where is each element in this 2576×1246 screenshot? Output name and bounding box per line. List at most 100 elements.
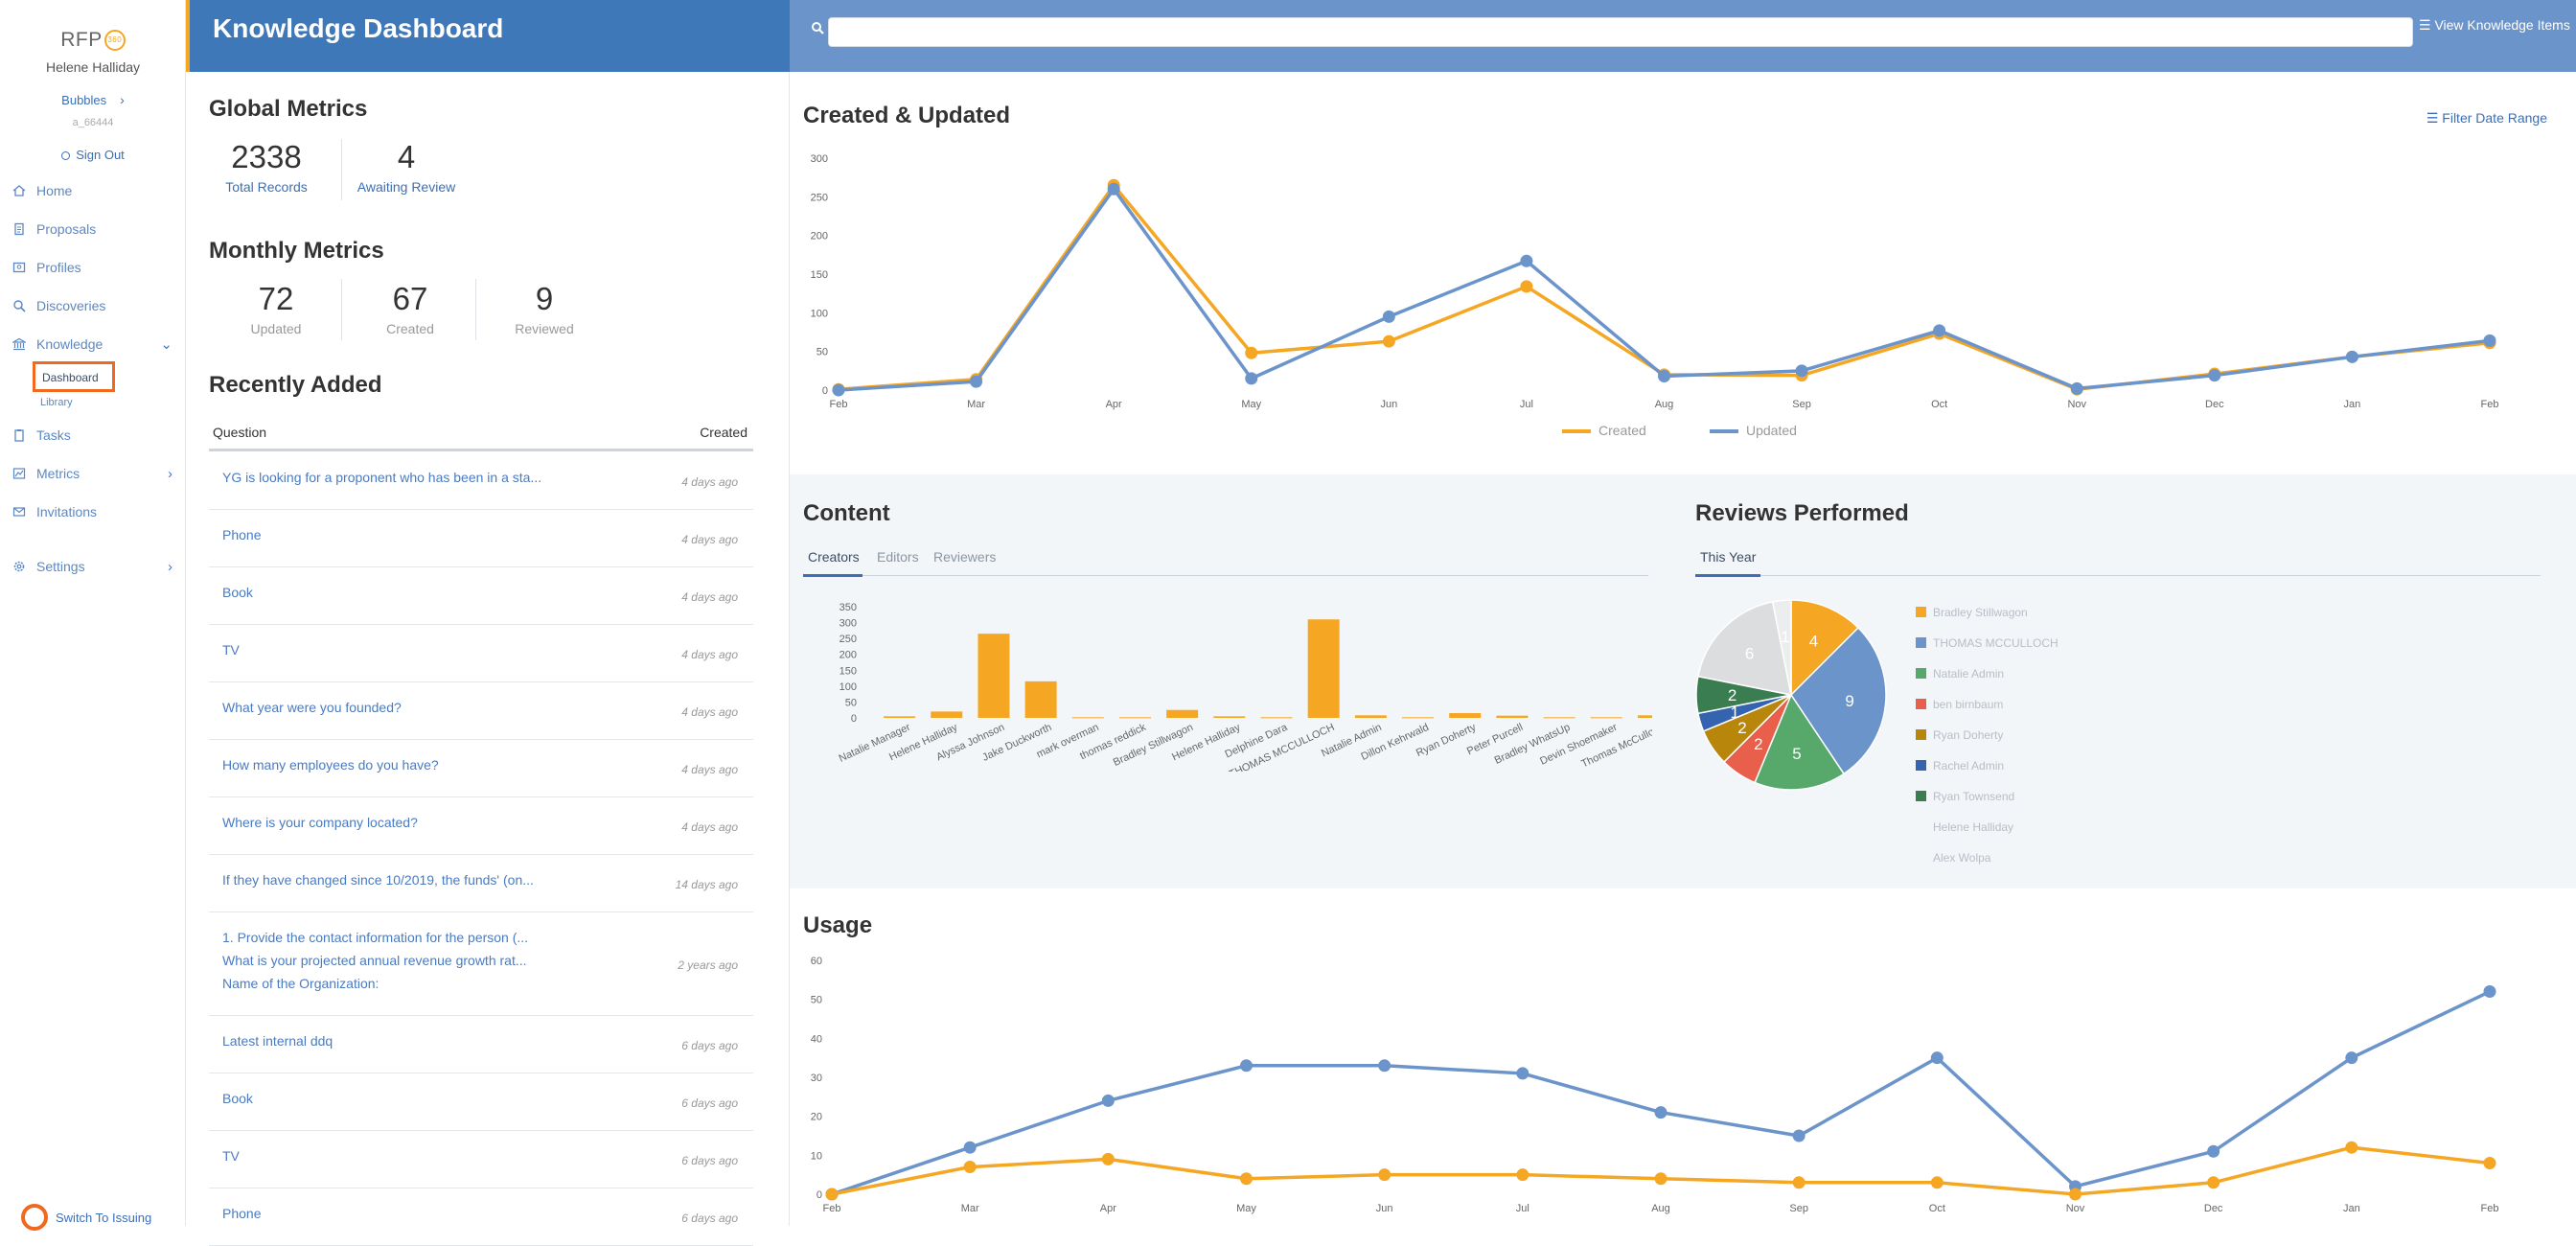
table-row[interactable]: Where is your company located? 4 days ago bbox=[209, 797, 753, 855]
question-link[interactable]: Latest internal ddq bbox=[222, 1033, 334, 1049]
view-knowledge-items-link[interactable]: ☰ View Knowledge Items bbox=[2419, 17, 2570, 34]
x-tick-label: Feb bbox=[830, 399, 848, 410]
switch-to-issuing-link[interactable]: Switch To Issuing bbox=[21, 1204, 151, 1231]
legend-label: Natalie Admin bbox=[1933, 667, 2004, 681]
bar bbox=[1118, 717, 1151, 719]
table-row[interactable]: TV 4 days ago bbox=[209, 625, 753, 682]
y-tick-label: 50 bbox=[816, 347, 828, 358]
tab-creators[interactable]: Creators bbox=[808, 549, 860, 565]
created-date: 2 years ago bbox=[678, 958, 738, 972]
data-point bbox=[1101, 1152, 1115, 1165]
nav-item-profiles[interactable]: Profiles bbox=[12, 257, 174, 278]
content-tabs: Creators Editors Reviewers bbox=[803, 543, 1648, 577]
y-tick-label: 350 bbox=[840, 602, 857, 613]
question-link[interactable]: Book bbox=[222, 585, 253, 600]
question-link[interactable]: Phone bbox=[222, 527, 262, 542]
question-link[interactable]: What year were you founded? bbox=[222, 700, 402, 715]
tab-reviewers[interactable]: Reviewers bbox=[933, 549, 997, 565]
nav-item-home[interactable]: Home bbox=[12, 180, 174, 201]
nav-item-knowledge[interactable]: Knowledge ⌄ bbox=[12, 334, 174, 355]
y-tick-label: 30 bbox=[811, 1073, 822, 1084]
metric-reviewed: 9 Reviewed bbox=[487, 281, 602, 336]
table-row[interactable]: Book 4 days ago bbox=[209, 567, 753, 625]
y-tick-label: 150 bbox=[840, 665, 857, 677]
tab-this-year[interactable]: This Year bbox=[1700, 549, 1757, 565]
question-link[interactable]: TV bbox=[222, 1148, 240, 1164]
metric-label: Updated bbox=[250, 321, 302, 336]
brand-logo[interactable]: RFP 360 bbox=[0, 29, 186, 52]
y-tick-label: 50 bbox=[811, 995, 822, 1006]
sign-out-link[interactable]: Sign Out bbox=[0, 148, 186, 162]
table-row[interactable]: 1. Provide the contact information for t… bbox=[209, 912, 753, 1016]
question-link[interactable]: TV bbox=[222, 642, 240, 658]
metric-label[interactable]: Total Records bbox=[225, 179, 308, 195]
legend-swatch bbox=[1916, 607, 1926, 617]
table-row[interactable]: How many employees do you have? 4 days ag… bbox=[209, 740, 753, 797]
usage-panel: Usage 0 10 20 30 40 50 60 Feb Mar Apr May Jun Jul Aug… bbox=[790, 888, 2576, 1226]
question-link[interactable]: Book bbox=[222, 1091, 253, 1106]
y-tick-label: 200 bbox=[811, 231, 828, 242]
workspace-link[interactable]: Bubbles › bbox=[0, 92, 186, 107]
bar bbox=[1402, 717, 1435, 719]
question-link[interactable]: How many employees do you have? bbox=[222, 757, 439, 773]
table-header: Question Created bbox=[209, 417, 753, 451]
nav-item-invitations[interactable]: Invitations bbox=[12, 501, 174, 522]
table-row[interactable]: Phone 4 days ago bbox=[209, 510, 753, 567]
table-row[interactable]: Book 6 days ago bbox=[209, 1073, 753, 1131]
filter-date-range-button[interactable]: ☰ Filter Date Range bbox=[2426, 110, 2547, 127]
x-tick-label: Mar bbox=[967, 399, 985, 410]
legend-swatch bbox=[1916, 760, 1926, 771]
table-row[interactable]: If they have changed since 10/2019, the … bbox=[209, 855, 753, 912]
nav-label: Profiles bbox=[36, 260, 81, 275]
table-row[interactable]: Phone 6 days ago bbox=[209, 1188, 753, 1246]
metric-label[interactable]: Awaiting Review bbox=[356, 179, 456, 195]
mail-icon bbox=[12, 504, 27, 519]
question-link[interactable]: 1. Provide the contact information for t… bbox=[222, 930, 529, 991]
nav-subitem-dashboard[interactable]: Dashboard bbox=[33, 361, 115, 392]
data-point bbox=[1382, 310, 1395, 323]
question-link[interactable]: Phone bbox=[222, 1206, 262, 1221]
usage-title: Usage bbox=[803, 912, 873, 938]
legend-swatch bbox=[1916, 668, 1926, 679]
nav-item-proposals[interactable]: Proposals bbox=[12, 219, 174, 240]
tab-editors[interactable]: Editors bbox=[877, 549, 919, 565]
x-tick-label: Sep bbox=[1789, 1203, 1808, 1214]
nav-label: Settings bbox=[36, 559, 85, 574]
data-point bbox=[1520, 280, 1533, 293]
created-date: 4 days ago bbox=[681, 648, 738, 661]
nav-item-metrics[interactable]: Metrics › bbox=[12, 463, 174, 484]
question-link[interactable]: YG is looking for a proponent who has be… bbox=[222, 470, 542, 485]
question-link[interactable]: Where is your company located? bbox=[222, 815, 418, 830]
data-point bbox=[1245, 346, 1258, 359]
created-date: 6 days ago bbox=[681, 1211, 738, 1225]
chevron-down-icon[interactable]: ⌄ bbox=[160, 336, 172, 353]
chevron-right-icon[interactable]: › bbox=[168, 558, 172, 575]
nav-item-tasks[interactable]: Tasks bbox=[12, 425, 174, 446]
metric-label: Reviewed bbox=[515, 321, 574, 336]
table-row[interactable]: What year were you founded? 4 days ago bbox=[209, 682, 753, 740]
table-row[interactable]: Latest internal ddq 6 days ago bbox=[209, 1016, 753, 1073]
legend-label: Bradley Stillwagon bbox=[1933, 606, 2028, 619]
legend-label: Alex Wolpa bbox=[1933, 851, 1991, 865]
table-row[interactable]: YG is looking for a proponent who has be… bbox=[209, 452, 753, 510]
metric-value: 9 bbox=[535, 281, 554, 316]
nav-item-settings[interactable]: Settings › bbox=[12, 556, 174, 577]
table-row[interactable]: TV 6 days ago bbox=[209, 1131, 753, 1188]
data-point bbox=[2345, 1051, 2358, 1065]
created-date: 6 days ago bbox=[681, 1039, 738, 1052]
y-tick-label: 300 bbox=[840, 618, 857, 630]
x-tick-label: Feb bbox=[823, 1203, 841, 1214]
y-tick-label: 40 bbox=[811, 1033, 822, 1045]
data-point bbox=[2345, 1141, 2358, 1154]
x-tick-label: Apr bbox=[1106, 399, 1122, 410]
search-icon bbox=[12, 298, 27, 313]
nav-item-discoveries[interactable]: Discoveries bbox=[12, 295, 174, 316]
data-point bbox=[2208, 369, 2221, 382]
nav-subitem-library[interactable]: Library bbox=[40, 397, 73, 408]
question-link[interactable]: If they have changed since 10/2019, the … bbox=[222, 872, 534, 888]
bar bbox=[1496, 715, 1529, 718]
x-tick-label: Aug bbox=[1651, 1203, 1670, 1214]
search-input[interactable] bbox=[828, 17, 2413, 47]
data-point bbox=[832, 383, 845, 397]
chevron-right-icon[interactable]: › bbox=[168, 465, 172, 482]
